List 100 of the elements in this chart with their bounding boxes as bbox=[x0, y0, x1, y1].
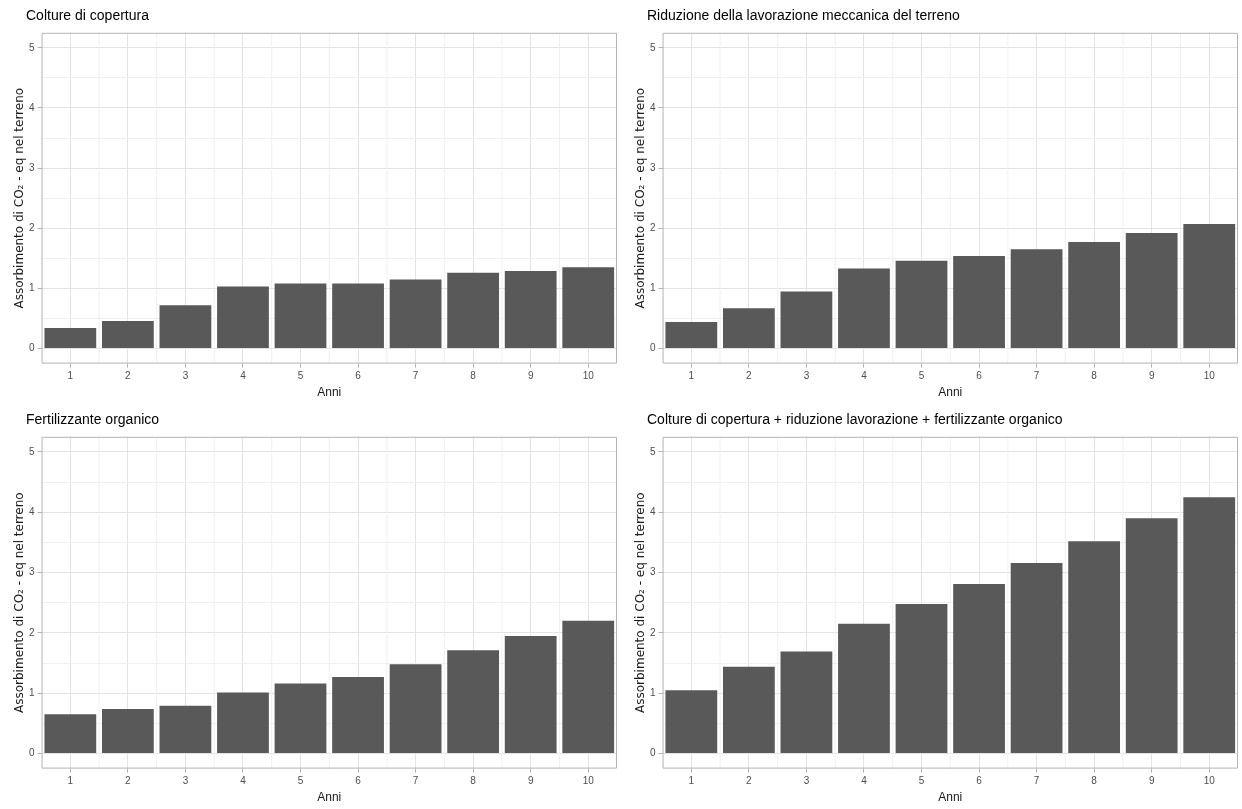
y-tick-label: 2 bbox=[29, 222, 35, 234]
x-tick-label: 4 bbox=[861, 370, 868, 382]
bar bbox=[217, 692, 269, 754]
bar bbox=[159, 705, 212, 754]
bar bbox=[217, 286, 269, 349]
y-tick-label: 0 bbox=[650, 747, 656, 759]
bar bbox=[1010, 562, 1063, 754]
x-tick-label: 10 bbox=[1203, 370, 1216, 382]
x-tick-label: 2 bbox=[746, 370, 753, 382]
bar bbox=[665, 322, 718, 349]
x-tick-label: 9 bbox=[1148, 370, 1155, 382]
bar bbox=[159, 305, 212, 349]
bar bbox=[1183, 224, 1236, 349]
bar bbox=[1183, 497, 1236, 754]
bar bbox=[332, 676, 384, 754]
x-axis-title: Anni bbox=[938, 385, 963, 400]
x-tick-label: 2 bbox=[125, 370, 132, 382]
x-tick-label: 4 bbox=[240, 370, 247, 382]
bar bbox=[44, 328, 97, 349]
bar bbox=[447, 272, 500, 349]
x-tick-label: 6 bbox=[976, 370, 983, 382]
y-tick-label: 1 bbox=[650, 686, 656, 698]
x-tick-label: 1 bbox=[67, 370, 74, 382]
y-tick-label: 1 bbox=[29, 282, 35, 294]
y-tick-label: 0 bbox=[29, 342, 35, 354]
y-tick-label: 0 bbox=[29, 747, 35, 759]
bar bbox=[895, 603, 948, 754]
x-tick-label: 8 bbox=[1091, 775, 1098, 787]
bar bbox=[722, 308, 775, 349]
bar bbox=[562, 267, 615, 349]
x-tick-label: 7 bbox=[1033, 775, 1040, 787]
bar bbox=[447, 650, 500, 754]
x-tick-label: 9 bbox=[1148, 775, 1155, 787]
x-tick-label: 3 bbox=[182, 370, 189, 382]
y-tick-label: 2 bbox=[650, 222, 656, 234]
x-tick-label: 4 bbox=[240, 775, 247, 787]
y-tick-label: 3 bbox=[29, 161, 35, 173]
bar bbox=[101, 320, 154, 349]
bar bbox=[504, 635, 557, 754]
x-tick-label: 6 bbox=[355, 775, 362, 787]
y-tick-label: 5 bbox=[29, 445, 35, 457]
bar bbox=[562, 620, 615, 754]
x-tick-label: 10 bbox=[582, 775, 595, 787]
x-tick-label: 10 bbox=[582, 370, 595, 382]
x-tick-label: 1 bbox=[688, 775, 695, 787]
bar bbox=[838, 623, 890, 754]
x-tick-label: 8 bbox=[470, 775, 477, 787]
x-tick-label: 3 bbox=[803, 775, 810, 787]
x-tick-label: 1 bbox=[67, 775, 74, 787]
x-tick-label: 5 bbox=[297, 370, 304, 382]
chart-title: Colture di copertura + riduzione lavorazione + fertilizzante organico bbox=[647, 411, 1063, 428]
bar bbox=[953, 584, 1005, 754]
bar bbox=[1125, 518, 1178, 754]
bar bbox=[101, 708, 154, 754]
x-axis-title: Anni bbox=[317, 790, 342, 805]
x-tick-label: 4 bbox=[861, 775, 868, 787]
y-tick-label: 1 bbox=[650, 282, 656, 294]
chart-title: Riduzione della lavorazione meccanica del terreno bbox=[647, 7, 961, 24]
y-tick-label: 4 bbox=[29, 101, 35, 113]
y-tick-label: 3 bbox=[650, 161, 656, 173]
x-tick-label: 8 bbox=[470, 370, 477, 382]
bar bbox=[44, 714, 97, 754]
x-tick-label: 5 bbox=[918, 370, 925, 382]
bar bbox=[1010, 249, 1063, 349]
y-axis-title: Assorbimento di CO₂ - eq nel terreno bbox=[12, 492, 27, 713]
bar bbox=[838, 268, 890, 349]
x-axis-title: Anni bbox=[317, 385, 342, 400]
x-tick-label: 5 bbox=[918, 775, 925, 787]
chart-title: Colture di copertura bbox=[26, 7, 150, 24]
bar bbox=[389, 664, 442, 754]
bar bbox=[389, 279, 442, 349]
bar bbox=[1125, 233, 1178, 349]
y-tick-label: 0 bbox=[650, 342, 656, 354]
bar bbox=[1068, 541, 1121, 754]
x-tick-label: 2 bbox=[125, 775, 132, 787]
y-axis-title: Assorbimento di CO₂ - eq nel terreno bbox=[633, 492, 648, 713]
bar bbox=[780, 651, 833, 754]
x-tick-label: 2 bbox=[746, 775, 753, 787]
x-tick-label: 6 bbox=[355, 370, 362, 382]
x-tick-label: 3 bbox=[182, 775, 189, 787]
y-tick-label: 2 bbox=[650, 626, 656, 638]
x-tick-label: 7 bbox=[412, 775, 419, 787]
y-tick-label: 3 bbox=[650, 566, 656, 578]
x-tick-label: 3 bbox=[803, 370, 810, 382]
y-tick-label: 4 bbox=[650, 101, 656, 113]
bar bbox=[953, 255, 1005, 349]
y-tick-label: 4 bbox=[29, 505, 35, 517]
bar bbox=[332, 283, 384, 349]
x-tick-label: 7 bbox=[412, 370, 419, 382]
y-tick-label: 4 bbox=[650, 505, 656, 517]
bar bbox=[504, 270, 557, 349]
bar bbox=[895, 260, 948, 349]
x-tick-label: 6 bbox=[976, 775, 983, 787]
y-tick-label: 5 bbox=[29, 41, 35, 53]
bar bbox=[722, 666, 775, 754]
x-axis-title: Anni bbox=[938, 790, 963, 805]
y-axis-title: Assorbimento di CO₂ - eq nel terreno bbox=[12, 87, 27, 309]
y-tick-label: 3 bbox=[29, 566, 35, 578]
y-tick-label: 5 bbox=[650, 41, 656, 53]
bar bbox=[274, 683, 327, 754]
